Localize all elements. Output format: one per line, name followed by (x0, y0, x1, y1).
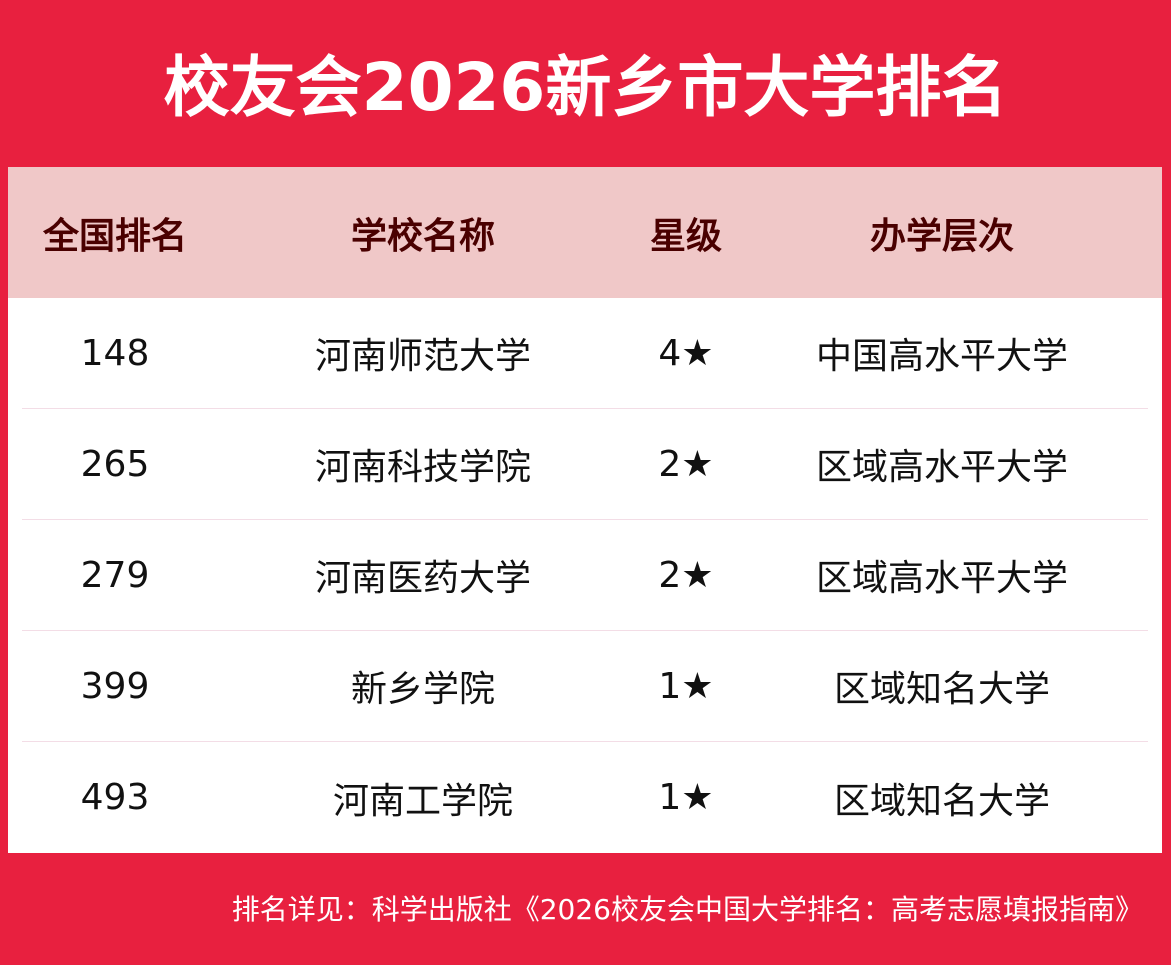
cell-school: 河南科技学院 (314, 447, 532, 488)
cell-school: 新乡学院 (350, 669, 496, 710)
table-row: 399 新乡学院 1★ 区域知名大学 (22, 631, 1148, 742)
cell-school: 河南工学院 (332, 780, 514, 822)
cell-rank: 493 (80, 777, 150, 818)
cell-rank: 148 (80, 332, 150, 374)
cell-stars: 2★ (658, 554, 714, 596)
table-row: 148 河南师范大学 4★ 中国高水平大学 (22, 298, 1148, 409)
cell-school: 河南医药大学 (314, 558, 532, 599)
header-stars: 星级 (649, 215, 723, 257)
cell-rank: 279 (80, 554, 150, 596)
cell-level: 中国高水平大学 (815, 336, 1069, 377)
cell-stars: 1★ (658, 665, 714, 707)
ranking-table: 全国排名 学校名称 星级 办学层次 148 河南师范大学 4★ 中国高水平大学 265 河… (8, 167, 1162, 853)
cell-level: 区域高水平大学 (815, 558, 1069, 599)
cell-level: 区域知名大学 (833, 669, 1051, 710)
cell-rank: 399 (80, 665, 150, 707)
header-rank: 全国排名 (42, 215, 188, 257)
cell-stars: 2★ (658, 443, 714, 485)
page-title: 校友会2026新乡市大学排名 (163, 49, 1008, 126)
cell-school: 河南师范大学 (314, 336, 532, 377)
cell-stars: 1★ (658, 777, 714, 818)
cell-stars: 4★ (658, 332, 714, 374)
cell-rank: 265 (80, 443, 150, 485)
table-header: 全国排名 学校名称 星级 办学层次 (8, 167, 1162, 298)
cell-level: 区域知名大学 (833, 780, 1051, 822)
header-level: 办学层次 (869, 215, 1015, 257)
table-row: 279 河南医药大学 2★ 区域高水平大学 (22, 520, 1148, 631)
header-school: 学校名称 (350, 215, 496, 257)
source-note: 排名详见：科学出版社《2026校友会中国大学排名：高考志愿填报指南》 (231, 893, 1143, 926)
table-row: 265 河南科技学院 2★ 区域高水平大学 (22, 409, 1148, 520)
cell-level: 区域高水平大学 (815, 447, 1069, 488)
table-row: 493 河南工学院 1★ 区域知名大学 (22, 742, 1148, 853)
